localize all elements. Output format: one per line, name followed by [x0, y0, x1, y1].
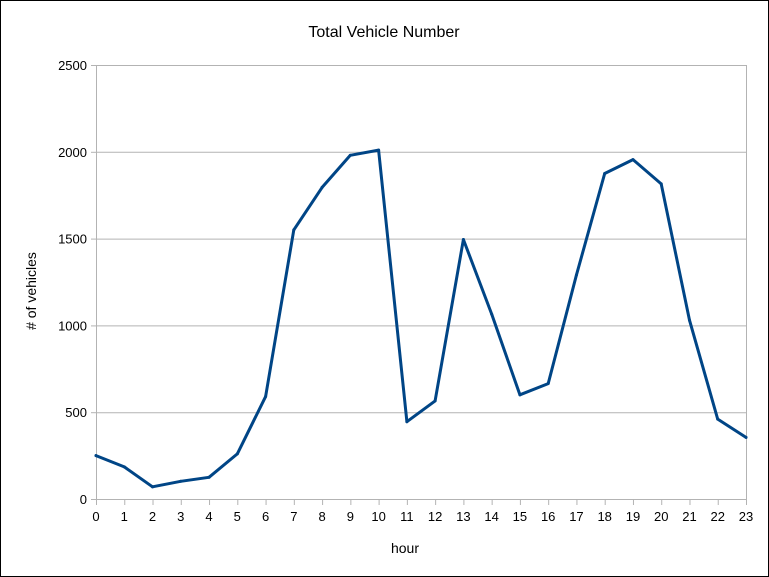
axes: [91, 65, 747, 505]
data-point: [659, 182, 663, 186]
data-point: [207, 475, 211, 479]
x-tick-label: 4: [205, 509, 212, 524]
data-point: [546, 382, 550, 386]
data-point: [122, 465, 126, 469]
series-line: [94, 148, 748, 489]
x-tick-label: 10: [371, 509, 385, 524]
y-tick-label: 1500: [58, 232, 87, 247]
x-tick-label: 23: [739, 509, 753, 524]
x-tick-label: 2: [149, 509, 156, 524]
x-axis-label: hour: [391, 540, 419, 556]
y-tick-label: 1000: [58, 318, 87, 333]
data-point: [405, 420, 409, 424]
y-tick-label: 500: [65, 405, 87, 420]
x-tick-label: 5: [234, 509, 241, 524]
x-tick-label: 22: [711, 509, 725, 524]
x-tick-label: 15: [513, 509, 527, 524]
x-tick-label: 3: [177, 509, 184, 524]
y-tick-label: 2500: [58, 58, 87, 73]
x-tick-label: 8: [318, 509, 325, 524]
x-tick-label: 17: [569, 509, 583, 524]
x-tick-label: 7: [290, 509, 297, 524]
data-point: [179, 479, 183, 483]
data-point: [603, 172, 607, 175]
x-tick-label: 18: [597, 509, 611, 524]
x-tick-label: 13: [456, 509, 470, 524]
x-tick-label: 6: [262, 509, 269, 524]
data-point: [518, 393, 522, 397]
x-tick-label: 11: [400, 509, 414, 524]
x-tick-label: 9: [347, 509, 354, 524]
data-point: [461, 237, 465, 241]
data-point: [292, 228, 296, 232]
gridlines: [96, 65, 746, 414]
data-point: [574, 273, 578, 277]
chart-title: Total Vehicle Number: [308, 24, 460, 41]
x-tick-label: 0: [92, 509, 99, 524]
y-axis-label: # of vehicles: [23, 252, 39, 330]
series-layer: [94, 148, 748, 489]
data-point: [631, 158, 635, 162]
data-point: [235, 452, 239, 456]
data-point: [490, 312, 494, 316]
x-tick-label: 14: [484, 509, 498, 524]
data-point: [348, 153, 352, 157]
x-tick-label: 1: [121, 509, 128, 524]
x-tick-label: 12: [428, 509, 442, 524]
data-point: [377, 148, 381, 152]
data-point: [151, 485, 155, 489]
data-point: [687, 318, 691, 322]
y-tick-label: 0: [80, 492, 87, 507]
data-point: [744, 435, 748, 439]
data-point: [716, 417, 720, 421]
x-tick-label: 21: [682, 509, 696, 524]
x-tick-label: 16: [541, 509, 555, 524]
x-tick-label: 20: [654, 509, 668, 524]
data-point: [94, 454, 98, 458]
x-tick-label: 19: [626, 509, 640, 524]
data-point: [320, 185, 324, 189]
data-point: [433, 399, 437, 403]
y-tick-label: 2000: [58, 145, 87, 160]
data-point: [264, 395, 268, 399]
